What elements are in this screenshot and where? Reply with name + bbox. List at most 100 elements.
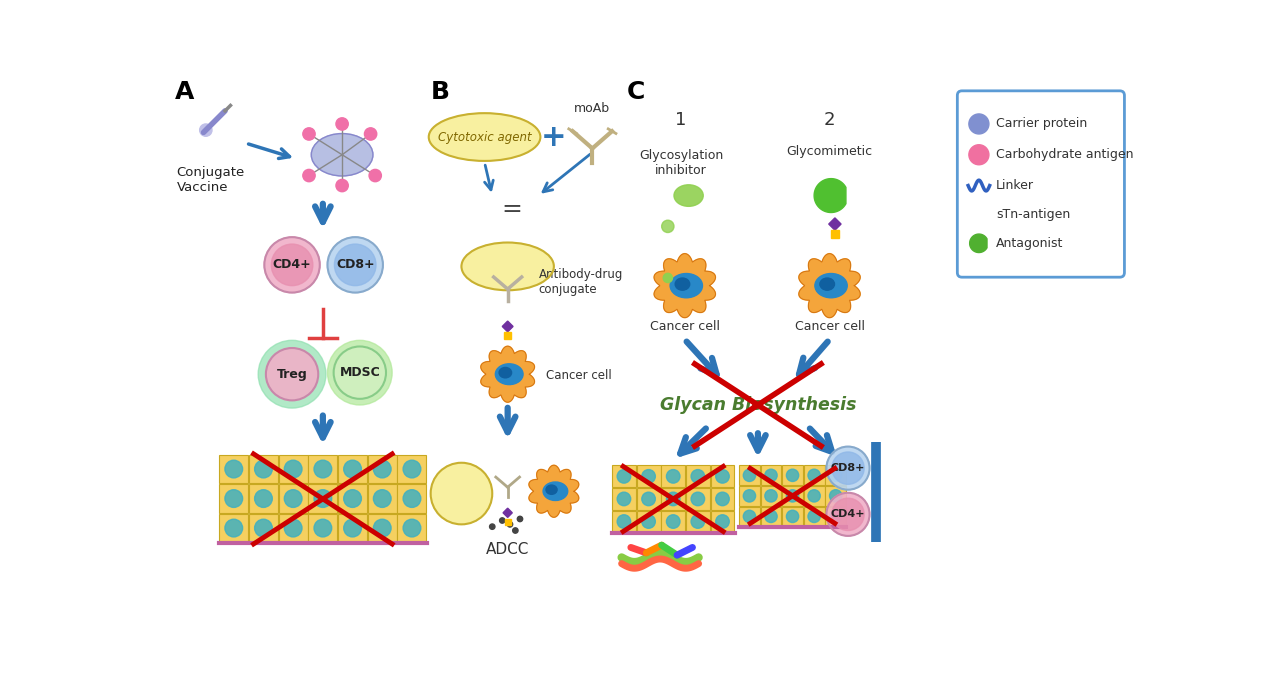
Circle shape <box>284 490 302 507</box>
Circle shape <box>284 520 302 537</box>
Polygon shape <box>502 321 513 332</box>
Circle shape <box>808 490 820 502</box>
Text: Glycosylation
inhibitor: Glycosylation inhibitor <box>638 150 723 177</box>
Circle shape <box>743 490 756 502</box>
Bar <box>804 486 824 506</box>
Bar <box>782 465 803 486</box>
Text: Carbohydrate antigen: Carbohydrate antigen <box>996 148 1134 161</box>
Text: Conjugate
Vaccine: Conjugate Vaccine <box>177 167 245 194</box>
Circle shape <box>403 460 421 478</box>
Circle shape <box>517 516 523 522</box>
Circle shape <box>373 520 391 537</box>
Bar <box>686 465 710 488</box>
Circle shape <box>827 493 870 536</box>
Circle shape <box>336 118 349 130</box>
Circle shape <box>617 470 631 483</box>
Circle shape <box>489 524 495 529</box>
Bar <box>710 465 734 488</box>
Circle shape <box>272 244 313 286</box>
Bar <box>397 513 426 543</box>
Bar <box>830 231 839 238</box>
Bar <box>308 455 337 483</box>
Circle shape <box>664 273 672 283</box>
Circle shape <box>786 490 799 502</box>
Circle shape <box>327 340 392 405</box>
Circle shape <box>666 470 680 483</box>
Bar <box>710 511 734 532</box>
Circle shape <box>258 340 326 408</box>
Polygon shape <box>480 346 535 403</box>
Polygon shape <box>653 254 715 318</box>
Circle shape <box>743 510 756 522</box>
Circle shape <box>225 490 243 507</box>
Bar <box>637 465 661 488</box>
Text: Glycomimetic: Glycomimetic <box>786 145 872 158</box>
Text: Cancer cell: Cancer cell <box>650 320 719 333</box>
Bar <box>686 488 710 510</box>
Ellipse shape <box>675 278 690 290</box>
Polygon shape <box>799 254 861 318</box>
Circle shape <box>403 520 421 537</box>
Circle shape <box>642 470 655 483</box>
Bar <box>368 484 397 513</box>
Circle shape <box>327 237 383 292</box>
Circle shape <box>765 490 777 502</box>
Bar <box>782 507 803 526</box>
Bar <box>976 214 982 222</box>
Text: CD4+: CD4+ <box>273 258 311 271</box>
Polygon shape <box>829 218 841 231</box>
Text: 1: 1 <box>675 111 686 129</box>
Bar <box>337 455 367 483</box>
Ellipse shape <box>674 185 703 206</box>
Circle shape <box>225 520 243 537</box>
Ellipse shape <box>311 133 373 176</box>
Bar <box>637 511 661 532</box>
Ellipse shape <box>461 243 554 290</box>
Bar <box>686 511 710 532</box>
Bar <box>337 513 367 543</box>
Circle shape <box>313 520 331 537</box>
Circle shape <box>666 515 680 528</box>
Circle shape <box>265 348 319 401</box>
Ellipse shape <box>546 485 557 494</box>
Bar <box>739 486 760 506</box>
Ellipse shape <box>820 278 834 290</box>
Bar <box>368 455 397 483</box>
Bar <box>249 513 278 543</box>
Bar <box>661 511 685 532</box>
Circle shape <box>642 515 655 528</box>
Text: ADCC: ADCC <box>485 542 530 558</box>
Circle shape <box>369 169 382 182</box>
Circle shape <box>691 515 704 528</box>
Circle shape <box>743 469 756 481</box>
Polygon shape <box>814 179 846 212</box>
Bar <box>761 465 781 486</box>
Text: C: C <box>627 80 646 103</box>
Text: +: + <box>541 122 566 152</box>
Bar <box>278 513 307 543</box>
Bar <box>308 484 337 513</box>
Bar <box>249 455 278 483</box>
Bar <box>219 455 248 483</box>
Bar <box>825 486 846 506</box>
Bar <box>825 465 846 486</box>
Circle shape <box>431 463 492 524</box>
Polygon shape <box>969 234 987 252</box>
Circle shape <box>264 237 320 292</box>
Bar <box>825 507 846 526</box>
Circle shape <box>200 124 212 136</box>
Text: Cancer cell: Cancer cell <box>795 320 865 333</box>
Text: 2: 2 <box>824 111 836 129</box>
Bar <box>761 486 781 506</box>
Circle shape <box>661 220 674 233</box>
Bar <box>249 484 278 513</box>
Ellipse shape <box>428 113 541 161</box>
Circle shape <box>254 520 272 537</box>
Circle shape <box>499 517 504 523</box>
Bar <box>219 513 248 543</box>
Text: =: = <box>501 197 522 220</box>
Circle shape <box>344 490 362 507</box>
Circle shape <box>786 469 799 481</box>
Circle shape <box>765 469 777 481</box>
Bar <box>368 513 397 543</box>
